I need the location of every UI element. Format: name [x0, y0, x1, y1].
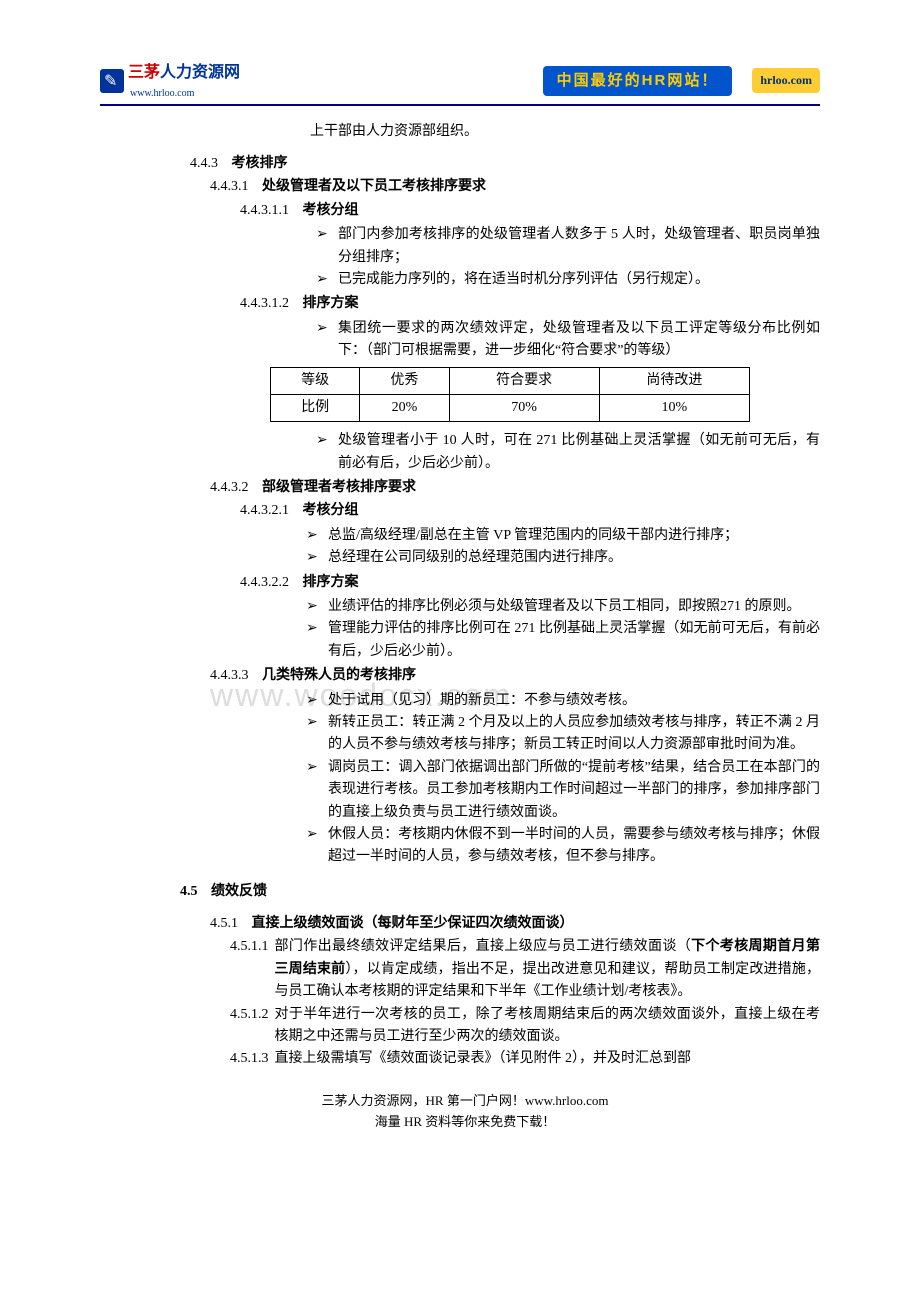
list-item: 休假人员：考核期内休假不到一半时间的人员，需要参与绩效考核与排序；休假超过一半时… — [300, 824, 820, 869]
section-title: 处级管理者及以下员工考核排序要求 — [262, 179, 486, 194]
bullet-list: 业绩评估的排序比例必须与处级管理者及以下员工相同，即按照271 的原则。 管理能… — [300, 596, 820, 663]
section-title: 直接上级绩效面谈（每财年至少保证四次绩效面谈） — [252, 916, 574, 931]
header-banner: 三茅人力资源网 www.hrloo.com 中国最好的HR网站！ hrloo.c… — [100, 60, 820, 106]
section-title: 考核分组 — [303, 203, 359, 218]
grade-distribution-table: 等级 优秀 符合要求 尚待改进 比例 20% 70% 10% — [270, 367, 750, 423]
section-4-5-1-3: 4.5.1.3 直接上级需填写《绩效面谈记录表》（详见附件 2），并及时汇总到部 — [230, 1048, 820, 1070]
table-cell: 10% — [599, 394, 749, 421]
table-cell: 70% — [449, 394, 599, 421]
logo-text-blue: 人力资源网 — [160, 64, 240, 81]
section-title: 绩效反馈 — [211, 884, 267, 899]
section-4-4-3-2: 4.4.3.2 部级管理者考核排序要求 — [210, 477, 820, 499]
bullet-list: 总监/高级经理/副总在主管 VP 管理范围内的同级干部内进行排序； 总经理在公司… — [300, 525, 820, 570]
list-item: 处于试用（见习）期的新员工：不参与绩效考核。 — [300, 690, 820, 712]
table-header: 优秀 — [360, 367, 449, 394]
section-number: 4.4.3.1.2 — [240, 296, 289, 311]
section-number: 4.5.1.1 — [230, 936, 269, 1003]
list-item: 业绩评估的排序比例必须与处级管理者及以下员工相同，即按照271 的原则。 — [300, 596, 820, 618]
table-header: 符合要求 — [449, 367, 599, 394]
list-item: 已完成能力序列的，将在适当时机分序列评估（另行规定）。 — [310, 269, 820, 291]
section-number: 4.5.1 — [210, 916, 238, 931]
table-cell: 20% — [360, 394, 449, 421]
page-footer: 三茅人力资源网，HR 第一门户网！www.hrloo.com 海量 HR 资料等… — [110, 1091, 820, 1133]
section-4-5-1-1: 4.5.1.1 部门作出最终绩效评定结果后，直接上级应与员工进行绩效面谈（下个考… — [230, 936, 820, 1003]
paragraph: 对于半年进行一次考核的员工，除了考核周期结束后的两次绩效面谈外，直接上级在考核期… — [275, 1004, 821, 1049]
section-title: 排序方案 — [303, 575, 359, 590]
bullet-list: 处级管理者小于 10 人时，可在 271 比例基础上灵活掌握（如无前可无后，有前… — [310, 430, 820, 475]
pencil-icon — [100, 69, 124, 93]
list-item: 管理能力评估的排序比例可在 271 比例基础上灵活掌握（如无前可无后，有前必有后… — [300, 618, 820, 663]
list-item: 总经理在公司同级别的总经理范围内进行排序。 — [300, 547, 820, 569]
logo-left: 三茅人力资源网 www.hrloo.com — [100, 60, 543, 102]
table-cell: 比例 — [271, 394, 360, 421]
banner-slogan: 中国最好的HR网站！ — [543, 66, 733, 96]
list-item: 部门内参加考核排序的处级管理者人数多于 5 人时，处级管理者、职员岗单独分组排序… — [310, 224, 820, 269]
list-item: 新转正员工：转正满 2 个月及以上的人员应参加绩效考核与排序，转正不满 2 月的… — [300, 712, 820, 757]
section-title: 几类特殊人员的考核排序 — [262, 668, 416, 683]
section-title: 考核排序 — [232, 156, 288, 171]
section-number: 4.5.1.3 — [230, 1048, 269, 1070]
section-4-4-3-2-2: 4.4.3.2.2 排序方案 — [240, 572, 820, 594]
section-4-4-3-3: 4.4.3.3 几类特殊人员的考核排序 — [210, 665, 820, 687]
section-4-4-3-1: 4.4.3.1 处级管理者及以下员工考核排序要求 — [210, 176, 820, 198]
bullet-list: 集团统一要求的两次绩效评定，处级管理者及以下员工评定等级分布比例如下：（部门可根… — [310, 318, 820, 363]
document-body: 上干部由人力资源部组织。 4.4.3 考核排序 4.4.3.1 处级管理者及以下… — [100, 121, 820, 1133]
table-header: 尚待改进 — [599, 367, 749, 394]
text: 部门作出最终绩效评定结果后，直接上级应与员工进行绩效面谈（ — [275, 939, 692, 954]
banner-site-badge: hrloo.com — [752, 68, 820, 93]
section-4-4-3: 4.4.3 考核排序 — [190, 153, 820, 175]
paragraph: 直接上级需填写《绩效面谈记录表》（详见附件 2），并及时汇总到部 — [275, 1048, 821, 1070]
section-number: 4.4.3.2.1 — [240, 503, 289, 518]
footer-line: 三茅人力资源网，HR 第一门户网！www.hrloo.com — [110, 1091, 820, 1112]
section-title: 排序方案 — [303, 296, 359, 311]
list-item: 总监/高级经理/副总在主管 VP 管理范围内的同级干部内进行排序； — [300, 525, 820, 547]
section-4-4-3-1-2: 4.4.3.1.2 排序方案 — [240, 293, 820, 315]
bullet-list: 部门内参加考核排序的处级管理者人数多于 5 人时，处级管理者、职员岗单独分组排序… — [310, 224, 820, 291]
list-item: 集团统一要求的两次绩效评定，处级管理者及以下员工评定等级分布比例如下：（部门可根… — [310, 318, 820, 363]
section-4-4-3-1-1: 4.4.3.1.1 考核分组 — [240, 200, 820, 222]
section-number: 4.4.3.2 — [210, 480, 249, 495]
footer-line: 海量 HR 资料等你来免费下载！ — [110, 1112, 820, 1133]
text: ），以肯定成绩，指出不足，提出改进意见和建议，帮助员工制定改进措施，与员工确认本… — [275, 962, 821, 999]
section-4-5-1-2: 4.5.1.2 对于半年进行一次考核的员工，除了考核周期结束后的两次绩效面谈外，… — [230, 1004, 820, 1049]
list-item: 处级管理者小于 10 人时，可在 271 比例基础上灵活掌握（如无前可无后，有前… — [310, 430, 820, 475]
list-item: 调岗员工：调入部门依据调出部门所做的“提前考核”结果，结合员工在本部门的表现进行… — [300, 757, 820, 824]
section-4-5-1: 4.5.1 直接上级绩效面谈（每财年至少保证四次绩效面谈） — [210, 913, 820, 935]
section-number: 4.5 — [180, 884, 198, 899]
bullet-list: 处于试用（见习）期的新员工：不参与绩效考核。 新转正员工：转正满 2 个月及以上… — [300, 690, 820, 869]
section-number: 4.5.1.2 — [230, 1004, 269, 1049]
paragraph: 部门作出最终绩效评定结果后，直接上级应与员工进行绩效面谈（下个考核周期首月第三周… — [275, 936, 821, 1003]
document-page: www.woodocx.com 三茅人力资源网 www.hrloo.com 中国… — [0, 0, 920, 1172]
section-title: 部级管理者考核排序要求 — [262, 480, 416, 495]
section-number: 4.4.3.3 — [210, 668, 249, 683]
section-number: 4.4.3.1 — [210, 179, 249, 194]
section-number: 4.4.3.1.1 — [240, 203, 289, 218]
continuation-line: 上干部由人力资源部组织。 — [310, 121, 820, 143]
section-title: 考核分组 — [303, 503, 359, 518]
logo-url: www.hrloo.com — [130, 86, 240, 102]
table-header: 等级 — [271, 367, 360, 394]
section-4-5: 4.5 绩效反馈 — [180, 881, 820, 903]
section-number: 4.4.3 — [190, 156, 218, 171]
logo-text-red: 三茅 — [128, 64, 160, 81]
section-4-4-3-2-1: 4.4.3.2.1 考核分组 — [240, 500, 820, 522]
section-number: 4.4.3.2.2 — [240, 575, 289, 590]
